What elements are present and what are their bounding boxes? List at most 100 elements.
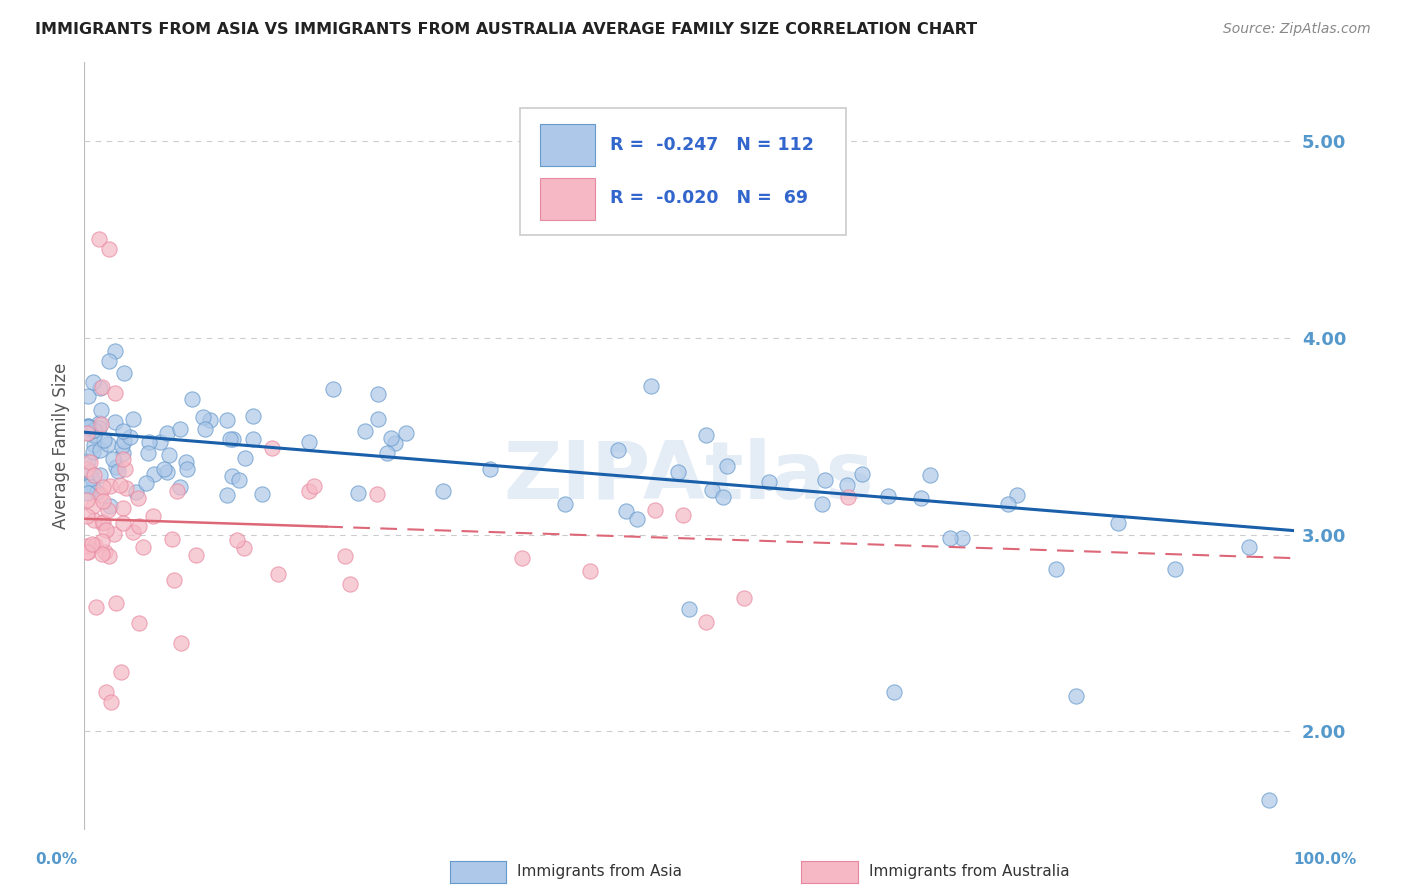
Point [76,462,98,476]
Point [132,540,155,554]
Point [322,382,344,396]
Point [111,424,134,438]
Point [640,379,662,393]
Point [82,480,104,494]
Point [298,435,321,450]
Point [89,488,111,502]
Point [83,438,105,452]
Point [298,483,321,498]
Text: IMMIGRANTS FROM ASIA VS IMMIGRANTS FROM AUSTRALIA AVERAGE FAMILY SIZE CORRELATIO: IMMIGRANTS FROM ASIA VS IMMIGRANTS FROM … [35,22,977,37]
Point [76,508,98,523]
Point [98,499,121,513]
Point [82,375,104,389]
Point [666,466,689,480]
Point [83,427,105,442]
Point [122,524,145,539]
Point [86,485,108,500]
Point [90,402,112,417]
Point [671,508,693,523]
Y-axis label: Average Family Size: Average Family Size [52,363,70,529]
Point [80,537,103,551]
Point [176,461,198,475]
Point [479,461,502,475]
Point [641,169,664,184]
Point [1045,562,1067,576]
Point [79,455,101,469]
Point [111,516,134,531]
Point [242,433,264,447]
Point [200,413,222,427]
Point [725,183,748,197]
Point [83,467,105,482]
Point [76,492,98,507]
Point [339,576,361,591]
Point [716,459,738,474]
Point [87,416,110,430]
Point [267,566,290,581]
Point [262,441,284,455]
Point [252,487,274,501]
Point [135,476,157,491]
Point [166,483,188,498]
Point [103,451,125,466]
Point [366,487,388,501]
Point [77,479,100,493]
Text: Source: ZipAtlas.com: Source: ZipAtlas.com [1223,22,1371,37]
Point [367,387,389,401]
Point [127,491,149,506]
Point [122,412,145,426]
Point [1237,540,1260,554]
Point [876,489,898,503]
Point [169,422,191,436]
Point [153,462,176,476]
Point [678,602,700,616]
Point [851,467,873,482]
Point [90,516,112,530]
Point [1164,562,1187,576]
Point [97,242,120,256]
Point [695,428,717,442]
Point [110,665,132,680]
Point [111,439,134,453]
Point [159,448,181,462]
Point [128,519,150,533]
Point [94,545,117,559]
Point [191,410,214,425]
Point [950,531,973,545]
Point [333,549,356,563]
Point [837,491,859,505]
Point [104,596,127,610]
Point [186,548,208,562]
Point [91,494,114,508]
Text: 100.0%: 100.0% [1294,852,1357,867]
Point [138,435,160,450]
Point [367,412,389,426]
Point [76,426,98,441]
Point [149,435,172,450]
Point [103,527,125,541]
Point [104,385,127,400]
Point [104,415,127,429]
Point [169,481,191,495]
Point [578,565,600,579]
Point [98,479,121,493]
Point [1005,488,1028,502]
Point [76,545,98,559]
Point [228,473,250,487]
Point [97,549,120,564]
Point [89,468,111,483]
Point [375,445,398,459]
Point [626,512,648,526]
Point [104,344,127,359]
Point [125,485,148,500]
Point [93,434,115,448]
Point [384,436,406,450]
Point [711,491,734,505]
Point [91,380,114,394]
Point [90,547,112,561]
Point [233,450,256,465]
Point [112,434,135,448]
Point [218,432,240,446]
Point [910,491,932,505]
Point [87,232,110,246]
